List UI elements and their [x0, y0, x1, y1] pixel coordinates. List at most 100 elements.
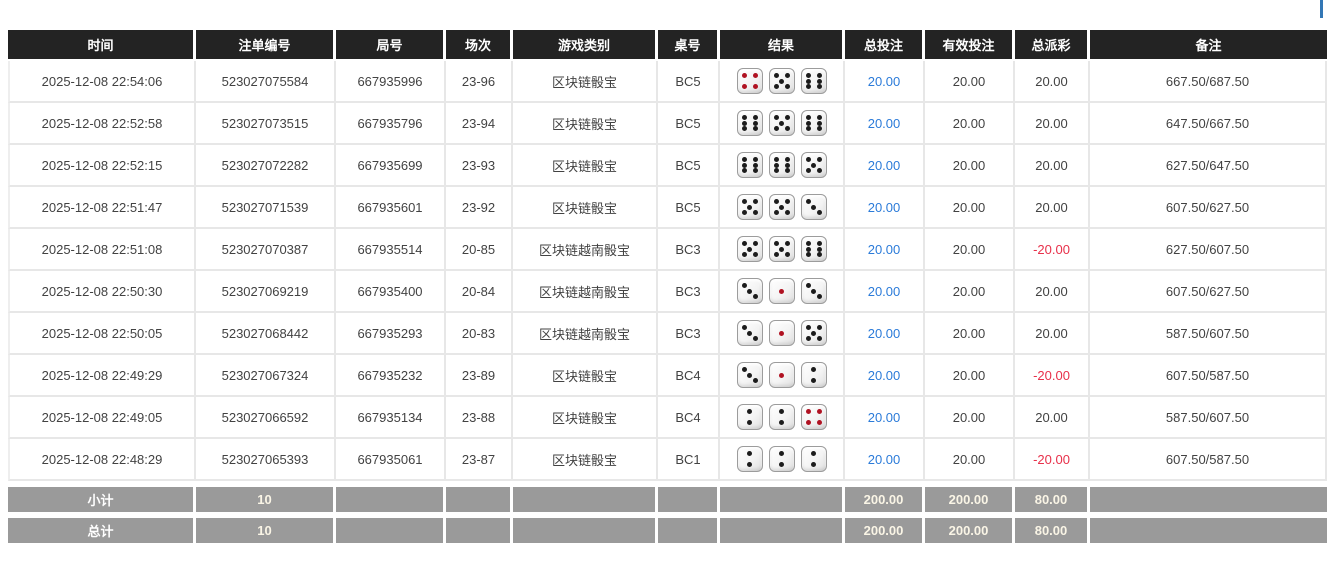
subtotal-row-payout: 80.00 [1015, 481, 1090, 512]
column-header-valid_bet: 有效投注 [925, 30, 1015, 61]
cell-bet_id: 523027066592 [196, 397, 336, 439]
total-row-empty-cell [513, 512, 658, 543]
cell-time: 2025-12-08 22:50:05 [8, 313, 196, 355]
die-3-icon [736, 320, 763, 346]
column-header-time: 时间 [8, 30, 196, 61]
subtotal-row-empty-cell [336, 481, 446, 512]
bet-history-table: 时间 注单编号 局号 场次 游戏类别 桌号 结果 总投注 有效投注 总派彩 备注 2025-12-0… [8, 30, 1327, 543]
total-bet-link[interactable]: 20.00 [867, 241, 901, 257]
cell-time: 2025-12-08 22:52:15 [8, 145, 196, 187]
cell-game_type: 区块链越南骰宝 [513, 313, 658, 355]
cell-total_bet: 20.00 [845, 103, 925, 145]
subtotal-row-valid-bet: 200.00 [925, 481, 1015, 512]
total-bet-link[interactable]: 20.00 [867, 367, 901, 383]
cell-valid_bet: 20.00 [925, 61, 1015, 103]
cell-payout: -20.00 [1015, 355, 1090, 397]
cell-table_no: BC3 [658, 271, 720, 313]
cell-bet_id: 523027071539 [196, 187, 336, 229]
cell-bet_id: 523027075584 [196, 61, 336, 103]
cell-valid_bet: 20.00 [925, 229, 1015, 271]
table-row: 2025-12-08 22:49:05 523027066592 667935134… [8, 397, 1327, 439]
table-row: 2025-12-08 22:50:30 523027069219 667935400… [8, 271, 1327, 313]
die-6-icon [768, 152, 795, 178]
cell-valid_bet: 20.00 [925, 397, 1015, 439]
total-bet-link[interactable]: 20.00 [867, 115, 901, 131]
die-3-icon [800, 194, 827, 220]
total-bet-link[interactable]: 20.00 [867, 283, 901, 299]
cell-total_bet: 20.00 [845, 61, 925, 103]
cell-session: 23-88 [446, 397, 513, 439]
cell-valid_bet: 20.00 [925, 187, 1015, 229]
cell-bet_id: 523027065393 [196, 439, 336, 481]
die-5-icon [800, 152, 827, 178]
cell-bet_id: 523027073515 [196, 103, 336, 145]
subtotal-row-empty-cell [658, 481, 720, 512]
cell-remark: 667.50/687.50 [1090, 61, 1327, 103]
cell-game_type: 区块链骰宝 [513, 145, 658, 187]
die-2-icon [768, 404, 795, 430]
subtotal-row-empty-cell [720, 481, 845, 512]
cell-round_id: 667935293 [336, 313, 446, 355]
cell-time: 2025-12-08 22:51:47 [8, 187, 196, 229]
cell-remark: 627.50/647.50 [1090, 145, 1327, 187]
cell-result [720, 397, 845, 439]
cell-session: 23-87 [446, 439, 513, 481]
cell-table_no: BC3 [658, 229, 720, 271]
total-row-empty-cell [720, 512, 845, 543]
subtotal-row: 小计 10 200.00 200.00 80.00 [8, 481, 1327, 512]
cell-game_type: 区块链骰宝 [513, 187, 658, 229]
table-row: 2025-12-08 22:51:08 523027070387 667935514… [8, 229, 1327, 271]
die-6-icon [800, 110, 827, 136]
total-bet-link[interactable]: 20.00 [867, 451, 901, 467]
total-bet-link[interactable]: 20.00 [867, 325, 901, 341]
total-row-total-bet: 200.00 [845, 512, 925, 543]
die-6-icon [736, 152, 763, 178]
total-row-payout: 80.00 [1015, 512, 1090, 543]
cell-game_type: 区块链骰宝 [513, 103, 658, 145]
die-4-icon [736, 68, 763, 94]
total-row: 总计 10 200.00 200.00 80.00 [8, 512, 1327, 543]
total-bet-link[interactable]: 20.00 [867, 409, 901, 425]
cell-total_bet: 20.00 [845, 439, 925, 481]
cell-valid_bet: 20.00 [925, 439, 1015, 481]
cell-table_no: BC5 [658, 145, 720, 187]
total-row-count: 10 [196, 512, 336, 543]
cell-game_type: 区块链骰宝 [513, 397, 658, 439]
subtotal-row-empty-cell [446, 481, 513, 512]
cell-time: 2025-12-08 22:52:58 [8, 103, 196, 145]
cell-game_type: 区块链越南骰宝 [513, 229, 658, 271]
total-bet-link[interactable]: 20.00 [867, 199, 901, 215]
cell-table_no: BC3 [658, 313, 720, 355]
total-bet-link[interactable]: 20.00 [867, 73, 901, 89]
table-row: 2025-12-08 22:49:29 523027067324 667935232… [8, 355, 1327, 397]
cell-game_type: 区块链越南骰宝 [513, 271, 658, 313]
cell-result [720, 61, 845, 103]
cell-game_type: 区块链骰宝 [513, 355, 658, 397]
scrollbar-fragment[interactable] [1320, 0, 1323, 18]
cell-table_no: BC4 [658, 355, 720, 397]
cell-round_id: 667935400 [336, 271, 446, 313]
subtotal-row-empty-cell [513, 481, 658, 512]
cell-game_type: 区块链骰宝 [513, 61, 658, 103]
cell-result [720, 439, 845, 481]
cell-bet_id: 523027068442 [196, 313, 336, 355]
cell-remark: 647.50/667.50 [1090, 103, 1327, 145]
die-2-icon [736, 446, 763, 472]
cell-payout: 20.00 [1015, 397, 1090, 439]
die-5-icon [768, 194, 795, 220]
table-row: 2025-12-08 22:52:15 523027072282 667935699… [8, 145, 1327, 187]
cell-payout: -20.00 [1015, 439, 1090, 481]
die-2-icon [800, 446, 827, 472]
cell-remark: 607.50/587.50 [1090, 439, 1327, 481]
total-bet-link[interactable]: 20.00 [867, 157, 901, 173]
cell-result [720, 313, 845, 355]
cell-session: 20-85 [446, 229, 513, 271]
total-row-empty-cell [336, 512, 446, 543]
cell-round_id: 667935061 [336, 439, 446, 481]
cell-table_no: BC5 [658, 61, 720, 103]
die-6-icon [736, 110, 763, 136]
cell-result [720, 271, 845, 313]
die-2-icon [800, 362, 827, 388]
cell-remark: 627.50/607.50 [1090, 229, 1327, 271]
header-row: 时间 注单编号 局号 场次 游戏类别 桌号 结果 总投注 有效投注 总派彩 备注 [8, 30, 1327, 61]
